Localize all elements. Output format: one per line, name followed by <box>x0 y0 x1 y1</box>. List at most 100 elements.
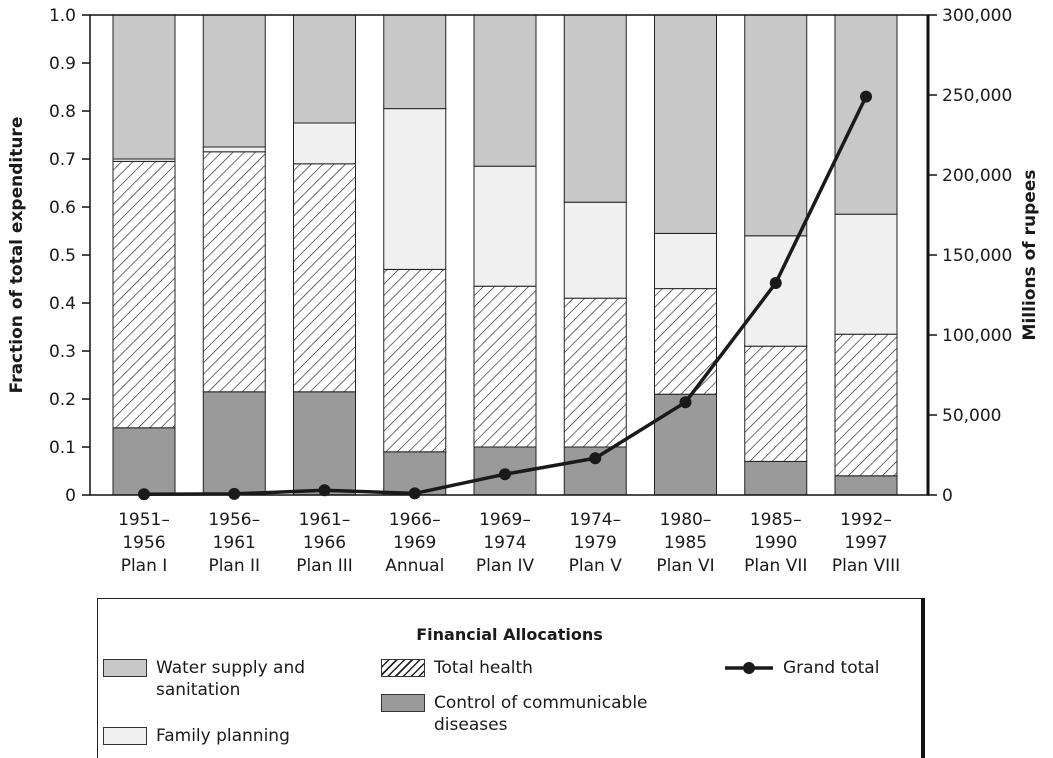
y-tick-label: 0.3 <box>49 342 76 362</box>
y-axis-label: Fraction of total expenditure <box>7 117 27 394</box>
x-tick-label: 1969– 1974 Plan IV <box>476 510 535 576</box>
legend-label: Family planning <box>156 726 290 746</box>
bar-segment <box>654 232 717 290</box>
y2-tick-label: 100,000 <box>942 326 1012 346</box>
x-tick-label-line: Plan VIII <box>832 556 900 576</box>
bar-segment <box>383 108 447 270</box>
x-tick-label-line: 1974 <box>483 533 526 553</box>
x-tick-label-line: 1961– <box>299 510 351 530</box>
x-tick-label-line: 1997 <box>844 533 887 553</box>
legend-item: Control of communicable diseases <box>381 692 694 736</box>
bar-segment <box>112 160 176 429</box>
x-tick-label: 1966– 1969 Annual <box>385 510 444 576</box>
legend-item: Total health <box>381 657 694 679</box>
bar-segment <box>293 122 356 165</box>
bar-segment <box>654 14 717 234</box>
line-marker <box>228 487 241 500</box>
bar-segment <box>834 213 898 335</box>
y2-tick-label: 300,000 <box>942 6 1012 26</box>
legend-label: Grand total <box>783 658 880 678</box>
bar-segment <box>654 393 717 496</box>
x-tick-label-line: 1966– <box>389 510 441 530</box>
x-tick-label-line: 1956– <box>208 510 260 530</box>
bar-segment <box>473 165 537 287</box>
x-tick-label-line: Plan I <box>121 556 168 576</box>
line-marker <box>589 452 602 465</box>
y2-tick-label: 50,000 <box>942 406 1001 426</box>
y2-tick-label: 0 <box>942 486 953 506</box>
legend-swatch <box>381 694 425 712</box>
x-tick-label: 1951– 1956 Plan I <box>118 510 170 576</box>
y2-axis-label: Millions of rupees <box>1020 170 1040 341</box>
x-tick-label-line: 1985 <box>664 533 707 553</box>
legend-item: Family planning <box>103 725 316 747</box>
x-tick-label: 1985– 1990 Plan VII <box>744 510 807 576</box>
x-tick-label-line: 1985– <box>750 510 802 530</box>
bar-segment <box>112 14 176 160</box>
bar-segment <box>563 14 627 203</box>
bar-segment <box>112 427 176 496</box>
y-tick-label: 0.2 <box>49 390 76 410</box>
chart: Fraction of total expenditure Millions o… <box>7 6 1040 576</box>
line-marker <box>499 468 511 481</box>
legend-swatch-marker <box>743 662 755 674</box>
x-tick-label: 1992– 1997 Plan VIII <box>832 510 900 576</box>
legend: Financial Allocations Control of communi… <box>97 598 925 758</box>
y-tick-label: 0.8 <box>49 102 76 122</box>
y2-tick-label: 150,000 <box>942 246 1012 266</box>
x-tick-label: 1974– 1979 Plan V <box>569 510 623 576</box>
bar-segment <box>383 268 447 453</box>
y-tick-label: 0.4 <box>49 294 76 314</box>
legend-swatch <box>725 662 773 674</box>
legend-item: Grand total <box>723 657 923 679</box>
y-tick-label: 0.1 <box>49 438 76 458</box>
x-tick-label-line: 1969– <box>479 510 531 530</box>
x-tick-label-line: Plan IV <box>476 556 535 576</box>
x-tick-label-line: 1956 <box>122 533 165 553</box>
y2-tick-label: 200,000 <box>942 166 1012 186</box>
x-tick-label-line: Plan III <box>296 556 353 576</box>
bar-segment <box>563 297 627 448</box>
bar-segment <box>293 391 356 496</box>
y-tick-label: 0.6 <box>49 198 76 218</box>
x-tick-label-line: 1980– <box>660 510 712 530</box>
bar-segment <box>834 14 898 215</box>
bar-segment <box>744 14 808 237</box>
x-tick-label-line: Plan VII <box>744 556 807 576</box>
bar-segment <box>473 14 537 167</box>
x-tick-label: 1956– 1961 Plan II <box>208 510 260 576</box>
legend-label: Water supply and sanitation <box>156 658 306 700</box>
line-marker <box>769 277 782 289</box>
x-tick-label-line: Plan II <box>208 556 260 576</box>
bar-segment <box>202 146 266 153</box>
legend-title: Financial Allocations <box>416 625 603 644</box>
line-marker <box>408 487 421 500</box>
y-tick-label: 0 <box>65 486 76 506</box>
bar-segment <box>473 285 537 448</box>
legend-item: Water supply and sanitation <box>103 657 316 701</box>
line-marker <box>860 90 872 103</box>
legend-swatch <box>103 727 147 745</box>
x-tick-label-line: 1966 <box>303 533 346 553</box>
x-tick-label-line: 1992– <box>840 510 892 530</box>
x-tick-label-line: Plan VI <box>656 556 714 576</box>
bar-segment <box>744 345 808 462</box>
bar-segment <box>202 14 266 148</box>
bar-segment <box>202 391 266 496</box>
x-tick-label-line: 1951– <box>118 510 170 530</box>
legend-swatch <box>381 659 425 677</box>
legend-label: Control of communicable diseases <box>434 693 648 735</box>
x-tick-label-line: 1961 <box>213 533 256 553</box>
bar-segment <box>744 460 808 496</box>
x-tick-label: 1980– 1985 Plan VI <box>656 510 714 576</box>
x-tick-label-line: 1990 <box>754 533 797 553</box>
bar-segment <box>293 14 356 124</box>
bar-segment <box>202 151 266 393</box>
bar-segment <box>563 201 627 299</box>
y-tick-label: 0.9 <box>49 54 76 74</box>
x-tick-label-line: Annual <box>385 556 444 576</box>
legend-label: Total health <box>434 658 533 678</box>
bar-segment <box>744 235 808 347</box>
line-marker <box>679 396 692 409</box>
